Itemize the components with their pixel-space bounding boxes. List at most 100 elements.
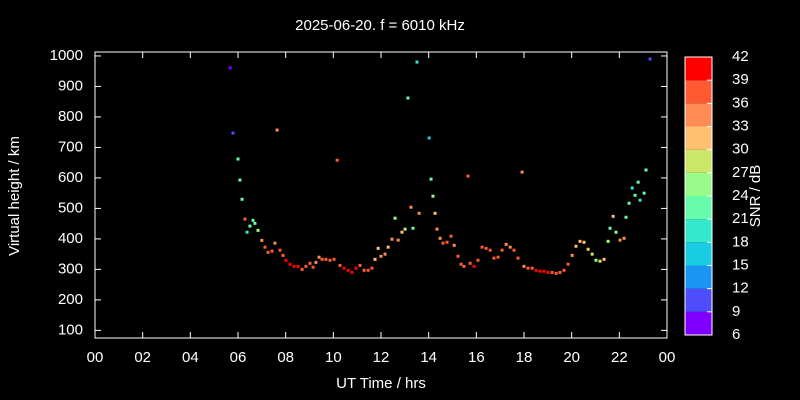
x-tick-label: 22	[611, 349, 628, 366]
data-point	[466, 174, 470, 178]
data-point	[598, 259, 602, 263]
data-point	[546, 270, 550, 274]
colorbar-bin	[685, 126, 712, 150]
data-point	[400, 230, 404, 234]
colorbar-bin	[685, 288, 712, 312]
data-point	[292, 264, 296, 268]
data-point	[500, 248, 504, 252]
data-point	[415, 60, 419, 64]
data-point	[433, 211, 437, 215]
data-point	[642, 191, 646, 195]
data-point	[550, 270, 554, 274]
data-point	[542, 269, 546, 273]
data-point	[251, 218, 255, 222]
data-point	[512, 248, 516, 252]
data-point	[508, 245, 512, 249]
colorbar-tick-label: 42	[732, 48, 749, 65]
data-point	[288, 262, 292, 266]
colorbar-label: SNR / dB	[747, 165, 764, 228]
x-tick-label: 00	[659, 349, 676, 366]
x-tick-label: 16	[468, 349, 485, 366]
y-tick-label: 600	[58, 169, 83, 186]
data-point	[245, 230, 249, 234]
colorbar-tick-label: 12	[732, 280, 749, 297]
colorbar-tick-label: 30	[732, 141, 749, 158]
data-point	[366, 268, 370, 272]
data-point	[236, 157, 240, 161]
data-point	[284, 258, 288, 262]
x-tick-label: 12	[373, 349, 390, 366]
data-point	[624, 215, 628, 219]
data-point	[452, 243, 456, 247]
data-point	[594, 258, 598, 262]
data-point	[627, 201, 631, 205]
data-point	[281, 253, 285, 257]
data-point	[538, 269, 542, 273]
data-point	[403, 227, 407, 231]
colorbar-tick-label: 27	[732, 164, 749, 181]
data-point	[275, 128, 279, 132]
data-point	[335, 158, 339, 162]
data-point	[270, 249, 274, 253]
data-point	[248, 224, 252, 228]
data-point	[396, 238, 400, 242]
data-point	[622, 236, 626, 240]
colorbar-tick-label: 21	[732, 210, 749, 227]
colorbar-tick-label: 33	[732, 117, 749, 134]
data-point	[608, 226, 612, 230]
y-tick-label: 900	[58, 77, 83, 94]
data-point	[240, 197, 244, 201]
data-point	[492, 256, 496, 260]
data-point	[614, 230, 618, 234]
colorbar-tick-label: 18	[732, 233, 749, 250]
colorbar-bin	[685, 219, 712, 243]
chart-title: 2025-06-20. f = 6010 kHz	[295, 17, 465, 34]
data-point	[530, 266, 534, 270]
x-tick-label: 06	[230, 349, 247, 366]
x-tick-label: 02	[134, 349, 151, 366]
data-point	[243, 217, 247, 221]
data-point	[417, 211, 421, 215]
data-point	[393, 216, 397, 220]
data-point	[449, 234, 453, 238]
data-point	[611, 214, 615, 218]
data-point	[300, 267, 304, 271]
data-point	[574, 244, 578, 248]
colorbar-bin	[685, 196, 712, 220]
data-point	[644, 168, 648, 172]
y-tick-label: 1000	[50, 47, 83, 64]
data-point	[522, 264, 526, 268]
y-axis-label: Virtual height / km	[6, 136, 23, 256]
data-point	[350, 270, 354, 274]
x-axis-label: UT Time / hrs	[336, 375, 426, 392]
data-point	[406, 96, 410, 100]
data-point	[346, 268, 350, 272]
data-point	[256, 228, 260, 232]
data-point	[324, 257, 328, 261]
data-point	[427, 136, 431, 140]
x-tick-label: 00	[87, 349, 104, 366]
data-point	[468, 261, 472, 265]
data-point	[633, 193, 637, 197]
colorbar-bin	[685, 57, 712, 81]
colorbar-bin	[685, 311, 712, 335]
data-point	[606, 239, 610, 243]
data-point	[441, 241, 445, 245]
x-tick-label: 18	[516, 349, 533, 366]
data-point	[590, 252, 594, 256]
plot-frame	[94, 51, 668, 339]
data-point	[558, 270, 562, 274]
x-tick-label: 14	[420, 349, 437, 366]
data-point	[328, 258, 332, 262]
colorbar-tick-label: 39	[732, 71, 749, 88]
x-tick-label: 04	[182, 349, 199, 366]
data-point	[431, 194, 435, 198]
colorbar-bin	[685, 103, 712, 127]
data-point	[231, 131, 235, 135]
data-point	[370, 266, 374, 270]
data-point	[273, 241, 277, 245]
data-point	[472, 264, 476, 268]
data-point	[586, 247, 590, 251]
x-tick-label: 08	[277, 349, 294, 366]
data-point	[278, 248, 282, 252]
